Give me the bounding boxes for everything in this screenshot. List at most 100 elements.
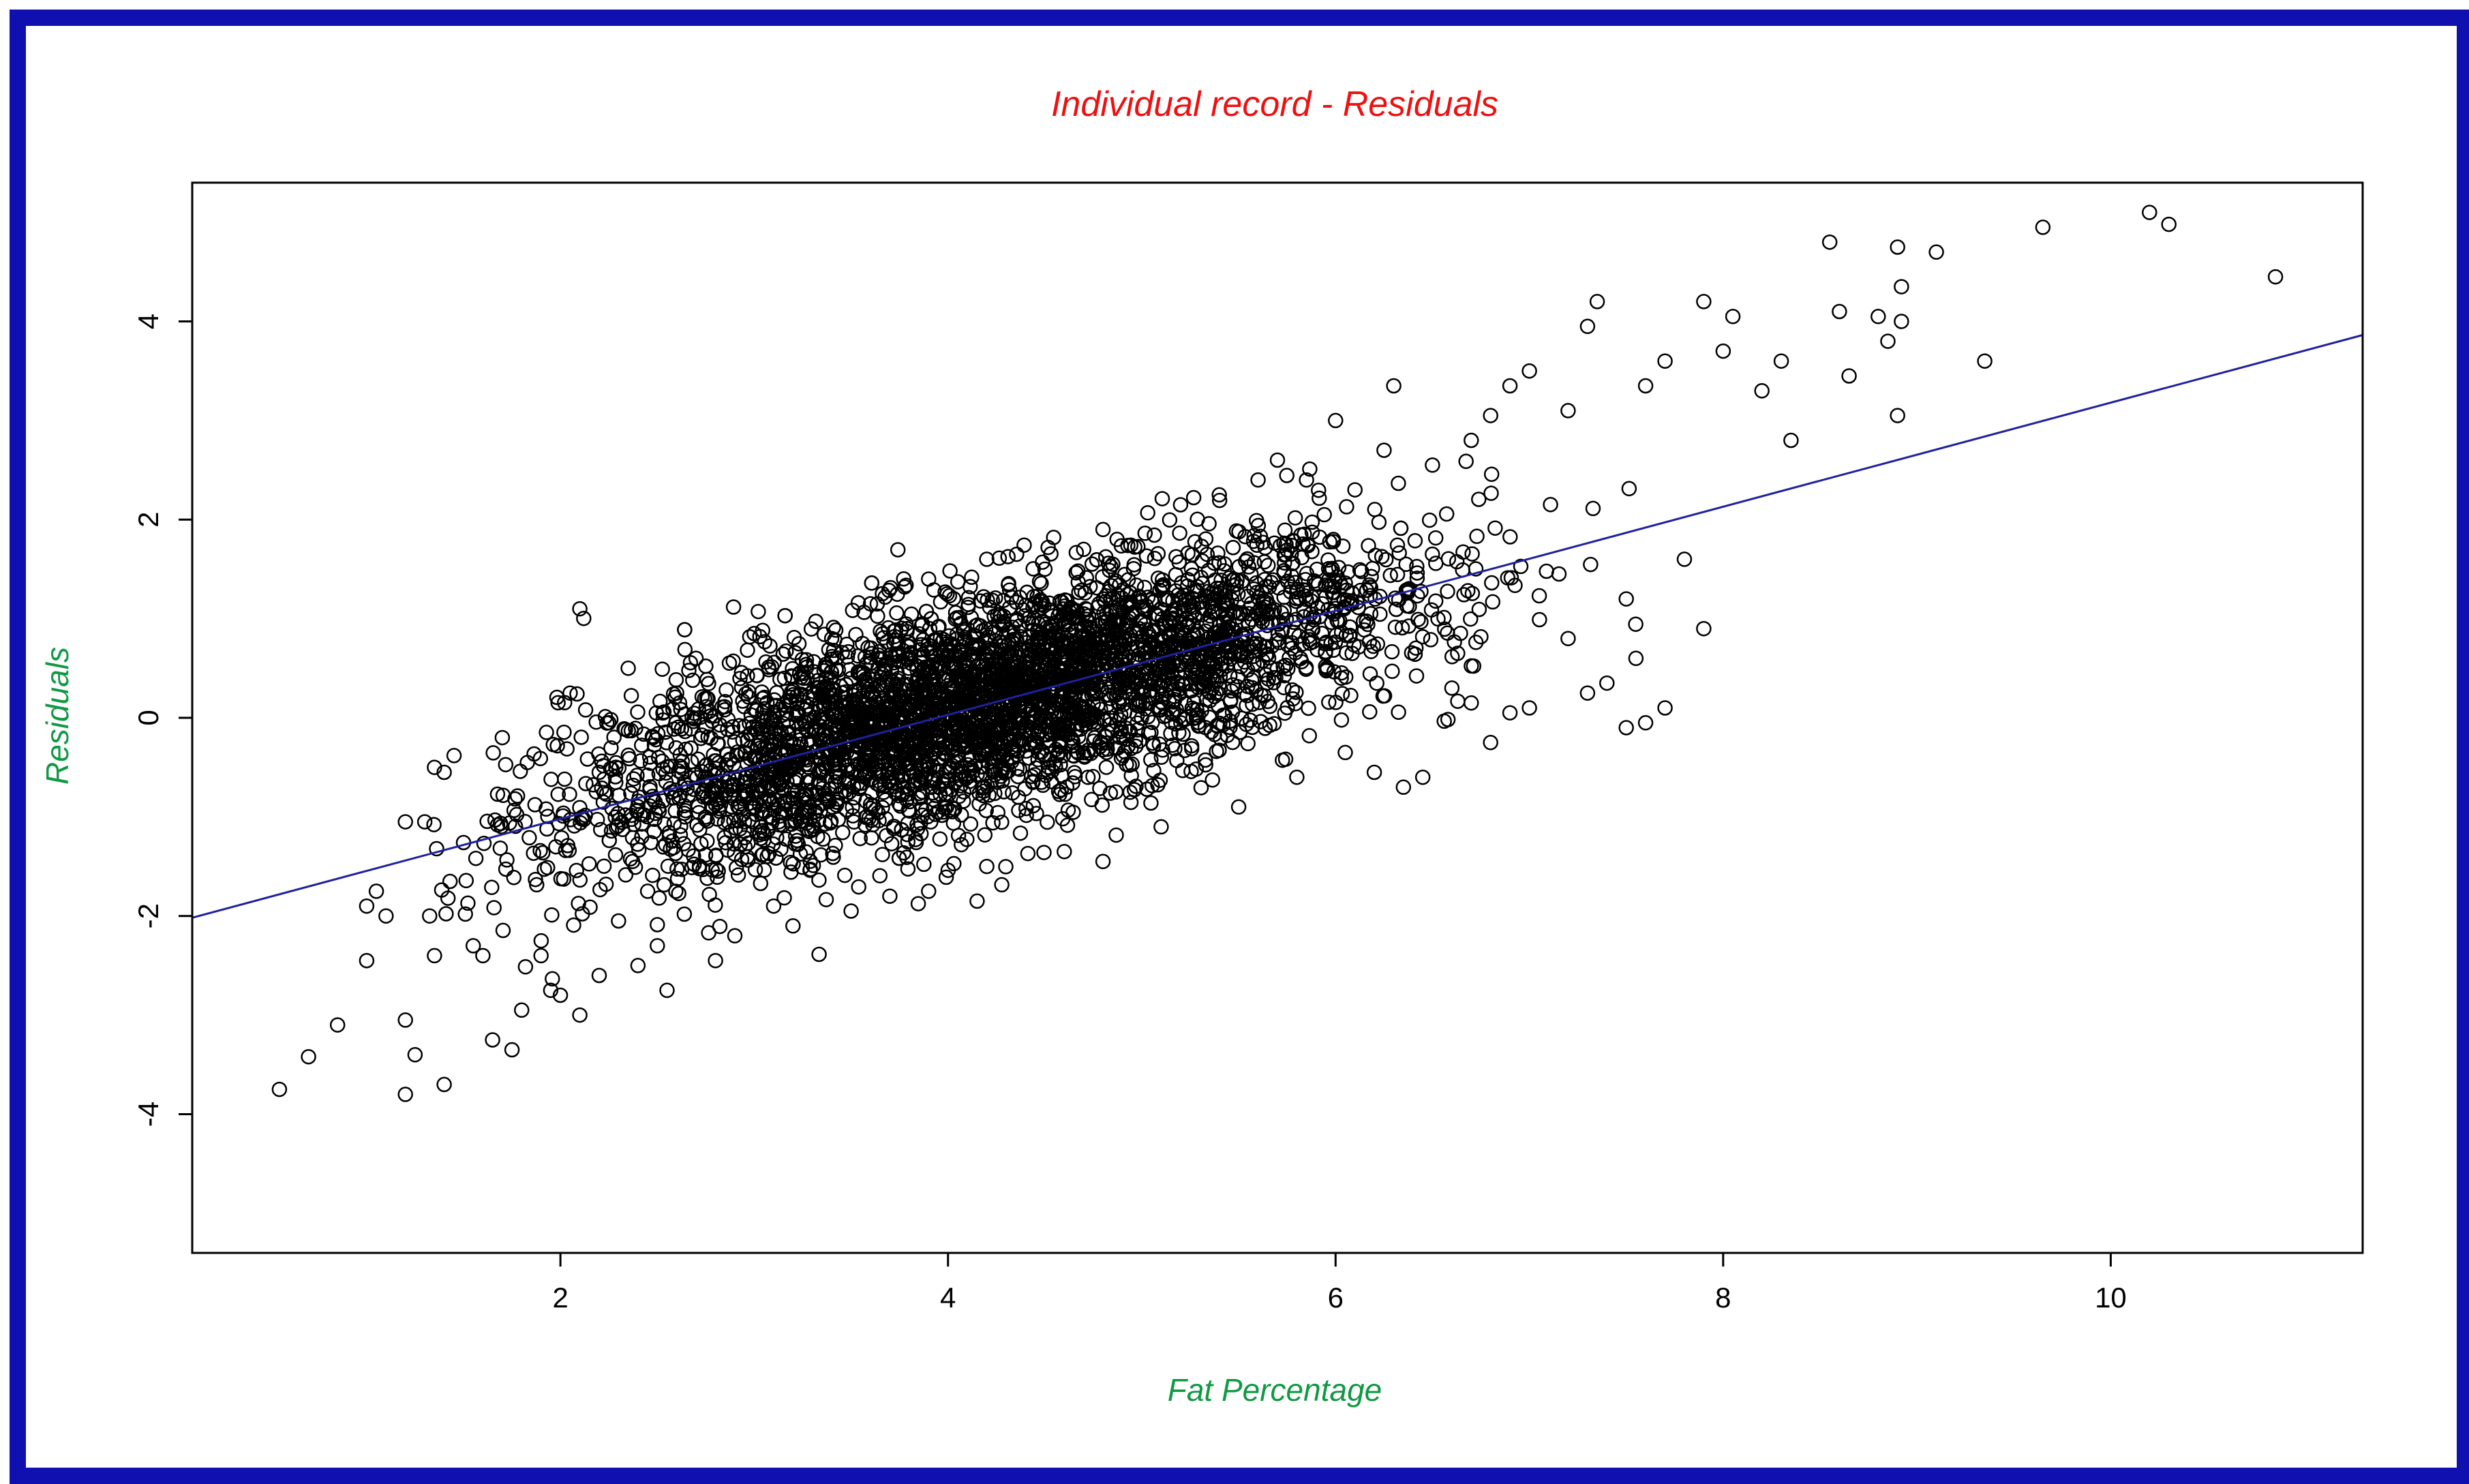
data-point (1464, 546, 1480, 562)
data-point (544, 907, 560, 923)
data-point (654, 753, 670, 769)
data-point (740, 668, 755, 684)
data-point (952, 671, 969, 686)
data-point (1206, 555, 1222, 571)
data-point (1112, 652, 1129, 668)
data-point (1147, 551, 1163, 566)
data-point (777, 802, 793, 818)
data-point (1321, 578, 1337, 594)
data-point (1421, 512, 1438, 528)
y-tick-label: 4 (132, 314, 164, 329)
data-point (861, 691, 877, 707)
data-point (1156, 673, 1172, 689)
data-point (519, 755, 535, 770)
data-point (1092, 739, 1108, 755)
data-point (986, 608, 1002, 624)
data-point (502, 815, 517, 831)
data-point (817, 726, 833, 742)
data-point (740, 849, 755, 865)
data-point (1349, 594, 1365, 610)
data-point (1279, 468, 1294, 483)
data-point (1106, 612, 1122, 628)
data-point (1201, 685, 1217, 701)
data-point (514, 1002, 530, 1018)
data-point (837, 694, 853, 710)
data-point (603, 712, 619, 727)
data-point (1128, 691, 1144, 707)
data-point (1394, 620, 1410, 636)
data-point (789, 783, 806, 799)
data-point (1215, 595, 1231, 611)
data-point (1260, 558, 1276, 573)
data-point (691, 858, 708, 874)
data-point (630, 704, 646, 720)
data-point (1241, 606, 1257, 622)
data-point (785, 791, 801, 806)
data-point (1471, 601, 1487, 618)
data-point (1715, 343, 1731, 359)
data-point (557, 695, 573, 711)
data-point (830, 812, 847, 828)
data-point (884, 769, 900, 785)
data-point (783, 759, 799, 775)
data-point (773, 725, 789, 741)
data-point (894, 821, 909, 838)
data-point (1502, 529, 1518, 545)
data-point (785, 918, 801, 934)
data-point (988, 590, 1003, 606)
data-point (1004, 753, 1020, 770)
data-point (1583, 556, 1599, 573)
data-point (1278, 611, 1294, 628)
data-point (1393, 520, 1409, 536)
data-point (1361, 538, 1376, 554)
data-point (1077, 712, 1093, 728)
data-point (659, 982, 675, 999)
data-point (577, 807, 593, 823)
data-point (1083, 620, 1100, 637)
data-point (710, 863, 726, 879)
data-point (960, 596, 976, 612)
data-point (922, 684, 939, 701)
data-point (944, 757, 960, 774)
data-point (845, 799, 860, 815)
data-point (871, 650, 887, 666)
data-point (673, 701, 689, 718)
data-point (1206, 590, 1222, 607)
data-point (1521, 700, 1537, 716)
data-point (895, 737, 911, 753)
data-point (1018, 807, 1034, 823)
data-point (1050, 693, 1065, 709)
data-point (1016, 537, 1032, 553)
data-point (991, 550, 1008, 566)
data-point (887, 759, 903, 775)
data-point (572, 1007, 588, 1023)
data-point (1399, 598, 1415, 614)
data-point (1056, 637, 1072, 653)
data-point (485, 1032, 500, 1048)
data-point (647, 793, 663, 810)
data-point (870, 720, 887, 736)
data-point (828, 742, 845, 758)
x-tick-label: 4 (940, 1282, 956, 1314)
data-point (629, 768, 645, 783)
chart-frame (10, 10, 2469, 1484)
data-point (718, 786, 734, 802)
data-point (778, 643, 794, 659)
data-point (1657, 353, 1673, 369)
data-point (921, 883, 937, 899)
data-point (1036, 598, 1052, 614)
data-point (1507, 577, 1523, 594)
data-point (1239, 551, 1256, 567)
data-point (774, 805, 790, 821)
data-point (559, 741, 575, 757)
data-point (1089, 676, 1104, 691)
data-point (1239, 697, 1254, 714)
data-point (1069, 743, 1085, 759)
data-point (1134, 710, 1149, 726)
data-point (1175, 726, 1191, 742)
data-point (834, 825, 851, 841)
data-point (753, 819, 769, 835)
data-point (974, 698, 990, 714)
data-point (647, 811, 663, 828)
data-point (796, 674, 811, 691)
